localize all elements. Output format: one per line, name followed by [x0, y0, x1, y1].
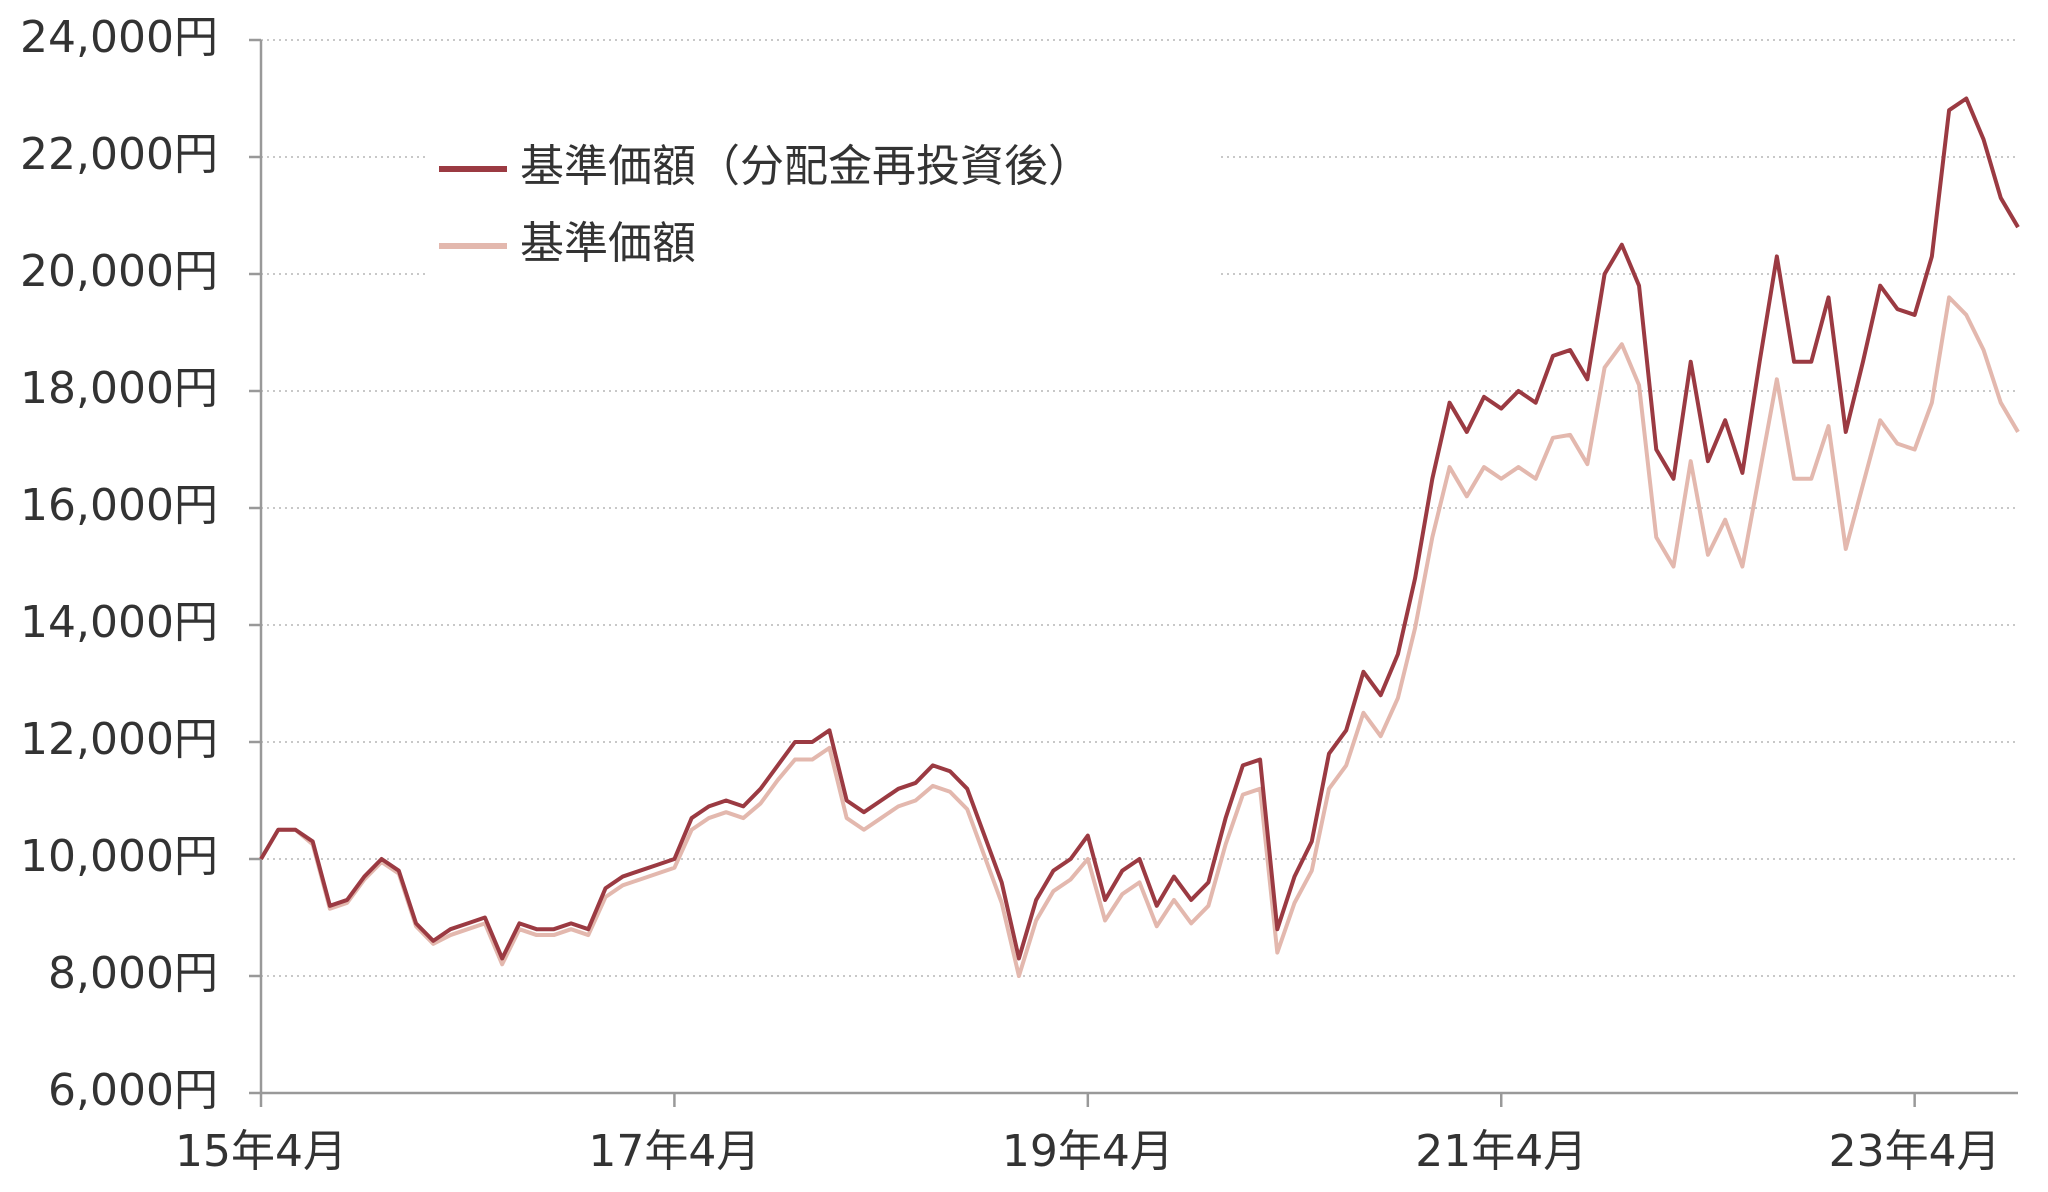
- x-tick-label: 21年4月: [1415, 1126, 1587, 1177]
- legend-label: 基準価額（分配金再投資後）: [520, 141, 1092, 192]
- legend-background: [429, 129, 1219, 279]
- y-tick-label: 10,000円: [20, 831, 218, 882]
- legend-label: 基準価額: [520, 218, 696, 269]
- x-tick-label: 23年4月: [1829, 1126, 2001, 1177]
- y-tick-label: 22,000円: [20, 129, 218, 180]
- y-tick-label: 18,000円: [20, 363, 218, 414]
- series-line: [259, 295, 2020, 978]
- y-tick-label: 20,000円: [20, 246, 218, 297]
- x-tick-label: 19年4月: [1002, 1126, 1174, 1177]
- y-tick-label: 24,000円: [20, 12, 218, 63]
- y-tick-label: 16,000円: [20, 480, 218, 531]
- y-tick-label: 12,000円: [20, 714, 218, 765]
- series-line: [259, 96, 2020, 961]
- x-tick-label: 17年4月: [588, 1126, 760, 1177]
- y-tick-label: 6,000円: [48, 1065, 218, 1116]
- y-tick-label: 14,000円: [20, 597, 218, 648]
- y-tick-label: 8,000円: [48, 948, 218, 999]
- x-tick-label: 15年4月: [175, 1126, 347, 1177]
